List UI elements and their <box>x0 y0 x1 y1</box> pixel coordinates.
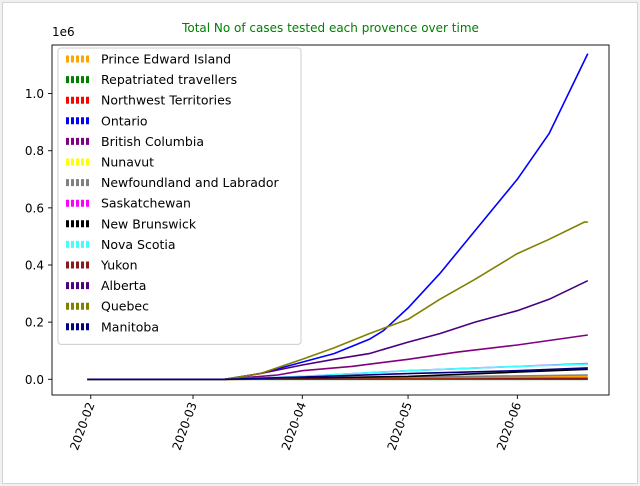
legend-label: Alberta <box>101 278 146 293</box>
legend-label: Repatriated travellers <box>101 72 237 87</box>
x-tick-label: 2020-06 <box>494 400 524 452</box>
legend-label: Nunavut <box>101 155 154 170</box>
y-offset-label: 1e6 <box>52 25 75 39</box>
y-tick-label: 0.2 <box>25 316 44 330</box>
legend-box <box>57 47 302 345</box>
legend-label: Saskatchewan <box>101 196 191 211</box>
x-tick-label: 2020-05 <box>385 400 415 452</box>
y-tick-label: 0.6 <box>25 201 44 215</box>
y-tick-label: 0.4 <box>25 259 44 273</box>
legend-label: Yukon <box>100 258 138 273</box>
legend-label: British Columbia <box>101 134 204 149</box>
legend-label: Newfoundland and Labrador <box>101 175 279 190</box>
legend-label: Prince Edward Island <box>101 52 231 67</box>
x-tick-label: 2020-02 <box>67 400 97 452</box>
legend-label: Northwest Territories <box>101 93 231 108</box>
y-tick-label: 0.8 <box>25 144 44 158</box>
plot-area-frame <box>51 44 610 396</box>
y-tick-label: 1.0 <box>25 87 44 101</box>
series-line-12 <box>87 221 588 381</box>
x-tick-label: 2020-03 <box>170 400 200 452</box>
legend-label: Manitoba <box>101 319 159 334</box>
legend-label: New Brunswick <box>101 216 197 231</box>
series-line-13 <box>87 367 588 381</box>
legend-label: Nova Scotia <box>101 237 176 252</box>
chart-title: Total No of cases tested each provence o… <box>181 21 479 35</box>
legend-label: Quebec <box>101 299 149 314</box>
legend-label: Ontario <box>101 113 148 128</box>
x-tick-label: 2020-04 <box>279 400 309 452</box>
y-tick-label: 0.0 <box>25 373 44 387</box>
